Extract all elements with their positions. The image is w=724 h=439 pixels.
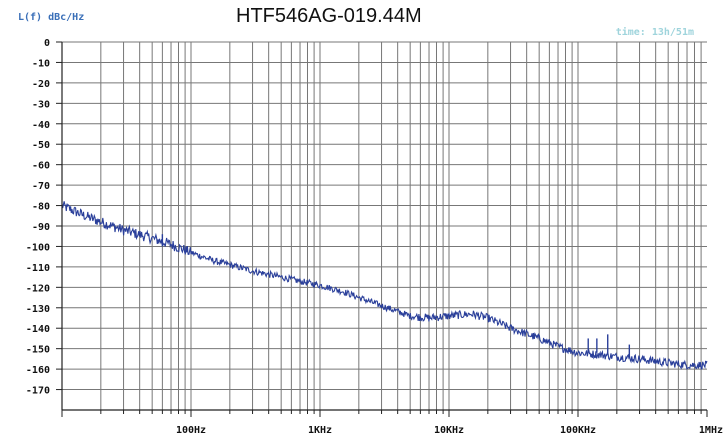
y-tick-label: -170: [26, 386, 50, 397]
noise-trace: [61, 201, 708, 370]
y-tick-label: -110: [26, 263, 50, 274]
grid-layer: [62, 41, 707, 410]
axis-layer: 0 -10 -20 -30 -40 -50 -60 -70 -80 -90 -100 -110 -120…: [26, 38, 723, 436]
y-tick-label: -60: [32, 161, 50, 172]
y-tick-label: -130: [26, 304, 50, 315]
y-tick-label: -140: [26, 324, 50, 335]
chart-title: HTF546AG-019.44M: [236, 5, 422, 27]
y-tick-label: -40: [32, 120, 50, 131]
y-tick-label: -70: [32, 181, 50, 192]
y-tick-label: -120: [26, 283, 50, 294]
x-tick-label: 1KHz: [308, 425, 332, 436]
y-tick-label: -150: [26, 345, 50, 356]
y-tick-label: -100: [26, 242, 50, 253]
y-tick-label: -90: [32, 222, 50, 233]
x-tick-label: 100KHz: [560, 425, 596, 436]
y-tick-label: -10: [32, 58, 50, 69]
y-tick-label: -50: [32, 140, 50, 151]
y-tick-label: -30: [32, 99, 50, 110]
time-label: time: 13h/51m: [615, 27, 694, 38]
y-tick-label: -80: [32, 202, 50, 213]
x-tick-label: 10KHz: [434, 425, 464, 436]
x-tick-label: 1MHz: [699, 425, 723, 436]
y-tick-label: -160: [26, 365, 50, 376]
y-axis-label: L(f) dBc/Hz: [18, 12, 85, 23]
x-tick-label: 100Hz: [176, 425, 206, 436]
y-tick-label: 0: [44, 38, 50, 49]
y-tick-label: -20: [32, 79, 50, 90]
data-layer: [61, 201, 708, 370]
